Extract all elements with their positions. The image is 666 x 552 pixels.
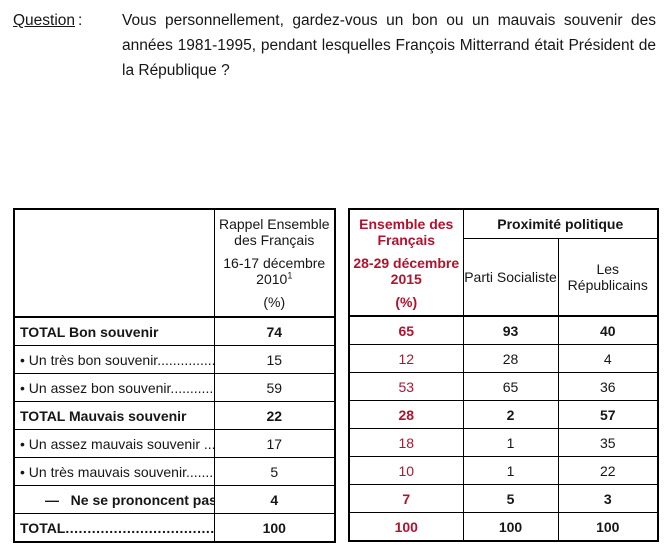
value-les-republicains: 100 — [557, 512, 659, 542]
proximite-politique-header: Proximité politique — [462, 208, 659, 239]
table-header-row: Rappel Ensemble des Français 16-17 décem… — [13, 208, 336, 318]
value-ensemble-2015: 53 — [348, 372, 464, 401]
footnote-marker: 1 — [287, 270, 293, 281]
rappel-header-date: 16-17 décembre 20101 — [223, 255, 326, 287]
value-les-republicains: 3 — [557, 484, 659, 513]
value-les-republicains: 35 — [557, 428, 659, 457]
table-row: • Un très mauvais souvenir........ 5 — [13, 457, 336, 486]
table-row: — Ne se prononcent pas .. 4 — [13, 485, 336, 514]
question-block: Question: Vous personnellement, gardez-v… — [13, 8, 656, 83]
table-header-row: Ensemble des Français 28-29 décembre 201… — [348, 208, 659, 317]
rappel-2010-column-header: Rappel Ensemble des Français 16-17 décem… — [213, 208, 336, 318]
value-les-republicains: 4 — [557, 344, 659, 373]
value-parti-socialiste: 1 — [462, 428, 559, 457]
value-les-republicains: 22 — [557, 456, 659, 485]
value-ensemble-2015: 12 — [348, 344, 464, 373]
table-row: • Un assez bon souvenir............. 59 — [13, 373, 336, 402]
ensemble-header-unit: (%) — [395, 293, 418, 310]
value-ensemble-2015: 7 — [348, 484, 464, 513]
table-row: 7 5 3 — [348, 484, 659, 513]
value-parti-socialiste: 100 — [462, 512, 559, 542]
row-label: • Un très mauvais souvenir........ — [13, 457, 215, 486]
value-ensemble-2015: 18 — [348, 428, 464, 457]
value-les-republicains: 40 — [557, 315, 659, 345]
value-parti-socialiste: 65 — [462, 372, 559, 401]
total-word: TOTAL — [20, 519, 66, 536]
rappel-header-unit: (%) — [263, 294, 286, 310]
rappel-header-line1: Rappel Ensemble des Français — [218, 216, 330, 248]
value-rappel-2010: 74 — [213, 316, 336, 346]
row-label: — Ne se prononcent pas .. — [13, 485, 215, 514]
table-row: 28 2 57 — [348, 400, 659, 429]
value-parti-socialiste: 93 — [462, 315, 559, 345]
value-parti-socialiste: 2 — [462, 400, 559, 429]
ensemble-2015-column-header: Ensemble des Français 28-29 décembre 201… — [348, 208, 464, 317]
value-rappel-2010: 17 — [213, 429, 336, 458]
table-row: 12 28 4 — [348, 344, 659, 373]
table-row: TOTAL...................................… — [13, 513, 336, 543]
row-label: TOTAL...................................… — [13, 513, 215, 543]
row-label: • Un très bon souvenir............... — [13, 345, 215, 374]
table-row: 65 93 40 — [348, 315, 659, 345]
value-parti-socialiste: 1 — [462, 456, 559, 485]
value-rappel-2010: 22 — [213, 401, 336, 430]
value-rappel-2010: 59 — [213, 373, 336, 402]
table-row: • Un très bon souvenir............... 15 — [13, 345, 336, 374]
table-row: 18 1 35 — [348, 428, 659, 457]
les-republicains-column-header: Les Républicains — [557, 238, 659, 317]
value-rappel-2010: 15 — [213, 345, 336, 374]
value-rappel-2010: 5 — [213, 457, 336, 486]
question-colon: : — [78, 12, 83, 29]
question-label: Question: — [13, 8, 122, 33]
table-row: • Un assez mauvais souvenir ..... 17 — [13, 429, 336, 458]
value-ensemble-2015: 28 — [348, 400, 464, 429]
question-word: Question — [13, 12, 76, 29]
table-row: TOTAL Bon souvenir 74 — [13, 316, 336, 346]
table-row: 10 1 22 — [348, 456, 659, 485]
empty-corner-cell — [13, 208, 215, 318]
table-row: 100 100 100 — [348, 512, 659, 542]
table-row: TOTAL Mauvais souvenir 22 — [13, 401, 336, 430]
value-parti-socialiste: 5 — [462, 484, 559, 513]
value-rappel-2010: 100 — [213, 513, 336, 543]
ensemble-header-date: 28-29 décembre 2015 — [353, 254, 460, 287]
question-text: Vous personnellement, gardez-vous un bon… — [122, 12, 656, 79]
leader-dots: ....................................... — [65, 519, 214, 536]
ensemble-header-line1: Ensemble des Français — [359, 215, 454, 248]
row-label: • Un assez bon souvenir............. — [13, 373, 215, 402]
value-ensemble-2015: 10 — [348, 456, 464, 485]
value-les-republicains: 36 — [557, 372, 659, 401]
value-ensemble-2015: 100 — [348, 512, 464, 542]
table-ensemble-2015: Ensemble des Français 28-29 décembre 201… — [348, 208, 660, 542]
row-label: • Un assez mauvais souvenir ..... — [13, 429, 215, 458]
row-label: TOTAL Mauvais souvenir — [13, 401, 215, 430]
value-parti-socialiste: 28 — [462, 344, 559, 373]
table-rappel-2010: Rappel Ensemble des Français 16-17 décem… — [13, 208, 336, 543]
table-row: 53 65 36 — [348, 372, 659, 401]
row-label: TOTAL Bon souvenir — [13, 316, 215, 346]
parti-socialiste-column-header: Parti Socialiste — [462, 238, 559, 317]
table-subheader-row: Parti Socialiste Les Républicains — [349, 238, 659, 317]
value-les-republicains: 57 — [557, 400, 659, 429]
value-ensemble-2015: 65 — [348, 315, 464, 345]
value-rappel-2010: 4 — [213, 485, 336, 514]
